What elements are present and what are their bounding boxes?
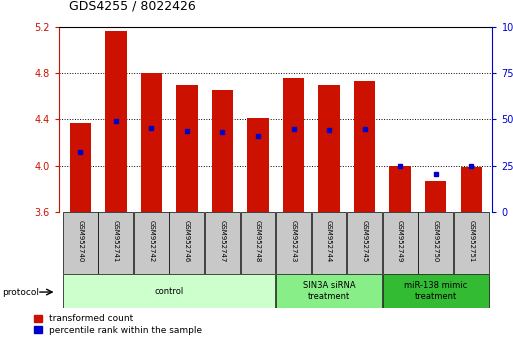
Bar xyxy=(212,90,233,212)
Bar xyxy=(425,181,446,212)
Text: miR-138 mimic
treatment: miR-138 mimic treatment xyxy=(404,281,467,301)
FancyBboxPatch shape xyxy=(169,212,204,274)
Bar xyxy=(105,31,127,212)
Bar xyxy=(319,85,340,212)
Bar xyxy=(141,73,162,212)
FancyBboxPatch shape xyxy=(205,212,240,274)
FancyBboxPatch shape xyxy=(63,212,97,274)
FancyBboxPatch shape xyxy=(241,212,275,274)
Text: GSM952742: GSM952742 xyxy=(148,220,154,262)
Text: GSM952743: GSM952743 xyxy=(290,220,297,262)
Legend: transformed count, percentile rank within the sample: transformed count, percentile rank withi… xyxy=(34,314,202,335)
Bar xyxy=(176,85,198,212)
Text: GSM952740: GSM952740 xyxy=(77,220,83,262)
FancyBboxPatch shape xyxy=(276,274,382,308)
Bar xyxy=(389,166,411,212)
Text: SIN3A siRNA
treatment: SIN3A siRNA treatment xyxy=(303,281,356,301)
FancyBboxPatch shape xyxy=(347,212,382,274)
Text: GSM952745: GSM952745 xyxy=(362,220,368,262)
Text: GSM952744: GSM952744 xyxy=(326,220,332,262)
Text: GSM952750: GSM952750 xyxy=(432,220,439,262)
Text: GDS4255 / 8022426: GDS4255 / 8022426 xyxy=(69,0,196,12)
FancyBboxPatch shape xyxy=(454,212,488,274)
Text: GSM952741: GSM952741 xyxy=(113,220,119,262)
Text: GSM952746: GSM952746 xyxy=(184,220,190,262)
Bar xyxy=(354,81,375,212)
Text: GSM952749: GSM952749 xyxy=(397,220,403,262)
Bar xyxy=(247,118,269,212)
Bar xyxy=(283,78,304,212)
Text: control: control xyxy=(154,287,184,296)
FancyBboxPatch shape xyxy=(63,274,275,308)
Text: GSM952747: GSM952747 xyxy=(220,220,225,262)
FancyBboxPatch shape xyxy=(276,212,311,274)
FancyBboxPatch shape xyxy=(98,212,133,274)
FancyBboxPatch shape xyxy=(418,212,453,274)
FancyBboxPatch shape xyxy=(383,274,488,308)
Bar xyxy=(70,123,91,212)
Text: protocol: protocol xyxy=(3,287,40,297)
Text: GSM952748: GSM952748 xyxy=(255,220,261,262)
Text: GSM952751: GSM952751 xyxy=(468,220,474,262)
Bar xyxy=(461,167,482,212)
FancyBboxPatch shape xyxy=(383,212,418,274)
FancyBboxPatch shape xyxy=(311,212,346,274)
FancyBboxPatch shape xyxy=(134,212,169,274)
